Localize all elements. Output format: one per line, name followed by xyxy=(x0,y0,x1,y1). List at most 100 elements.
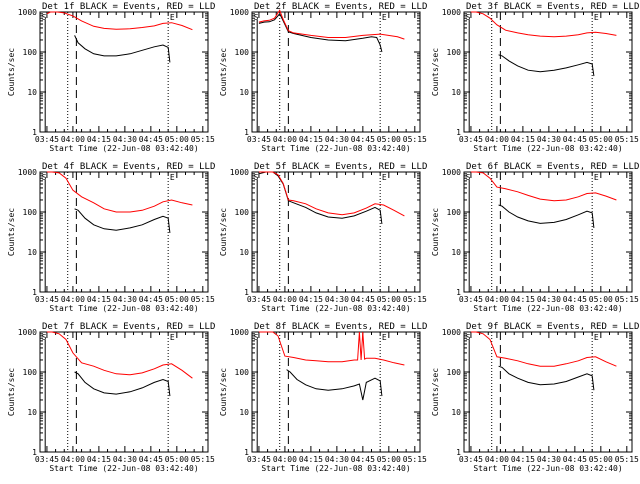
y-tick-label: 1000 xyxy=(442,168,461,177)
lld-series-line xyxy=(46,171,193,213)
x-tick-label: 04:00 xyxy=(61,295,85,304)
y-tick-label: 1 xyxy=(32,128,37,137)
events-series-line xyxy=(498,365,595,391)
y-tick-label: 1000 xyxy=(230,328,249,337)
x-tick-label: 04:30 xyxy=(537,135,561,144)
x-tick-label: 04:00 xyxy=(485,295,509,304)
start-marker-label: S xyxy=(466,13,471,22)
x-tick-label: 04:45 xyxy=(563,295,587,304)
y-axis-label: Counts/sec xyxy=(219,48,228,96)
start-marker-label: S xyxy=(254,333,259,342)
y-tick-label: 1000 xyxy=(230,8,249,17)
start-marker-label: S xyxy=(466,173,471,182)
plot-frame xyxy=(251,11,421,133)
x-tick-label: 03:45 xyxy=(35,295,59,304)
x-tick-label: 03:45 xyxy=(247,455,271,464)
x-tick-label: 05:00 xyxy=(165,295,189,304)
x-tick-label: 03:45 xyxy=(35,455,59,464)
x-tick-label: 04:00 xyxy=(61,135,85,144)
x-tick-label: 04:45 xyxy=(563,135,587,144)
y-tick-label: 1000 xyxy=(442,8,461,17)
events-series-line xyxy=(498,54,595,77)
y-tick-label: 100 xyxy=(235,48,250,57)
y-tick-label: 1000 xyxy=(442,328,461,337)
x-tick-label: 04:15 xyxy=(511,295,535,304)
x-tick-label: 04:00 xyxy=(485,135,509,144)
x-tick-label: 03:45 xyxy=(459,135,483,144)
y-tick-label: 100 xyxy=(447,368,462,377)
y-tick-label: 100 xyxy=(447,48,462,57)
start-marker-label: S xyxy=(254,173,259,182)
panel-title: Det 9f BLACK = Events, RED = LLD xyxy=(466,322,639,332)
x-tick-label: 05:15 xyxy=(403,135,427,144)
events-series-line xyxy=(74,35,171,63)
x-tick-label: 05:15 xyxy=(403,295,427,304)
events-series-line xyxy=(286,369,383,401)
end-marker-label: E xyxy=(382,173,387,182)
panel-3: Det 3f BLACK = Events, RED = LLD 1 10 100 10… xyxy=(431,2,639,153)
y-tick-label: 1 xyxy=(244,128,249,137)
x-tick-label: 05:00 xyxy=(589,135,613,144)
x-tick-label: 03:45 xyxy=(459,295,483,304)
y-tick-label: 100 xyxy=(23,208,38,217)
x-tick-label: 05:15 xyxy=(615,135,639,144)
start-marker-label: S xyxy=(466,333,471,342)
x-tick-label: 05:00 xyxy=(377,135,401,144)
x-tick-label: 03:45 xyxy=(247,135,271,144)
y-tick-label: 10 xyxy=(27,88,37,97)
x-tick-label: 05:15 xyxy=(191,295,215,304)
x-tick-label: 04:15 xyxy=(511,455,535,464)
lld-series-line xyxy=(470,11,617,38)
plot-frame xyxy=(251,171,421,293)
x-tick-label: 04:30 xyxy=(325,135,349,144)
y-axis-label: Counts/sec xyxy=(431,208,440,256)
panel-9: Det 9f BLACK = Events, RED = LLD 1 10 100 10… xyxy=(431,322,639,473)
x-tick-label: 04:15 xyxy=(299,135,323,144)
lld-series-line xyxy=(258,331,405,366)
end-marker-label: E xyxy=(170,173,175,182)
y-tick-label: 1 xyxy=(32,288,37,297)
start-marker-label: S xyxy=(42,173,47,182)
x-tick-label: 04:15 xyxy=(299,455,323,464)
panel-title: Det 1f BLACK = Events, RED = LLD xyxy=(42,2,215,12)
panel-title: Det 8f BLACK = Events, RED = LLD xyxy=(254,322,427,332)
x-tick-label: 04:45 xyxy=(563,455,587,464)
end-marker-label: E xyxy=(382,13,387,22)
y-tick-label: 1 xyxy=(244,288,249,297)
end-marker-label: E xyxy=(170,13,175,22)
panel-4: Det 4f BLACK = Events, RED = LLD 1 10 100 10… xyxy=(7,162,215,313)
lld-series-line xyxy=(470,331,617,367)
events-series-line xyxy=(74,208,171,233)
panel-title: Det 2f BLACK = Events, RED = LLD xyxy=(254,2,427,12)
end-marker-label: E xyxy=(382,333,387,342)
y-tick-label: 1 xyxy=(456,128,461,137)
panel-title: Det 5f BLACK = Events, RED = LLD xyxy=(254,162,427,172)
x-tick-label: 04:30 xyxy=(537,295,561,304)
x-tick-label: 03:45 xyxy=(35,135,59,144)
lld-series-line xyxy=(46,331,193,379)
plot-frame xyxy=(39,331,209,453)
x-axis-label: Start Time (22-Jun-08 03:42:40) xyxy=(473,144,622,153)
y-axis-label: Counts/sec xyxy=(431,368,440,416)
y-tick-label: 100 xyxy=(23,48,38,57)
events-series-line xyxy=(74,371,171,397)
x-tick-label: 04:00 xyxy=(273,455,297,464)
y-tick-label: 10 xyxy=(451,408,461,417)
plot-frame xyxy=(39,171,209,293)
x-axis-label: Start Time (22-Jun-08 03:42:40) xyxy=(49,464,198,473)
x-tick-label: 05:00 xyxy=(589,295,613,304)
x-axis-label: Start Time (22-Jun-08 03:42:40) xyxy=(261,144,410,153)
x-tick-label: 04:45 xyxy=(351,295,375,304)
panel-7: Det 7f BLACK = Events, RED = LLD 1 10 100 10… xyxy=(7,322,215,473)
panel-title: Det 6f BLACK = Events, RED = LLD xyxy=(466,162,639,172)
x-tick-label: 04:15 xyxy=(87,135,111,144)
x-tick-label: 04:15 xyxy=(87,455,111,464)
y-tick-label: 1000 xyxy=(18,168,37,177)
x-tick-label: 05:15 xyxy=(403,455,427,464)
x-tick-label: 05:00 xyxy=(377,295,401,304)
x-tick-label: 03:45 xyxy=(459,455,483,464)
panel-8: Det 8f BLACK = Events, RED = LLD 1 10 100 10… xyxy=(219,322,427,473)
y-tick-label: 10 xyxy=(239,408,249,417)
